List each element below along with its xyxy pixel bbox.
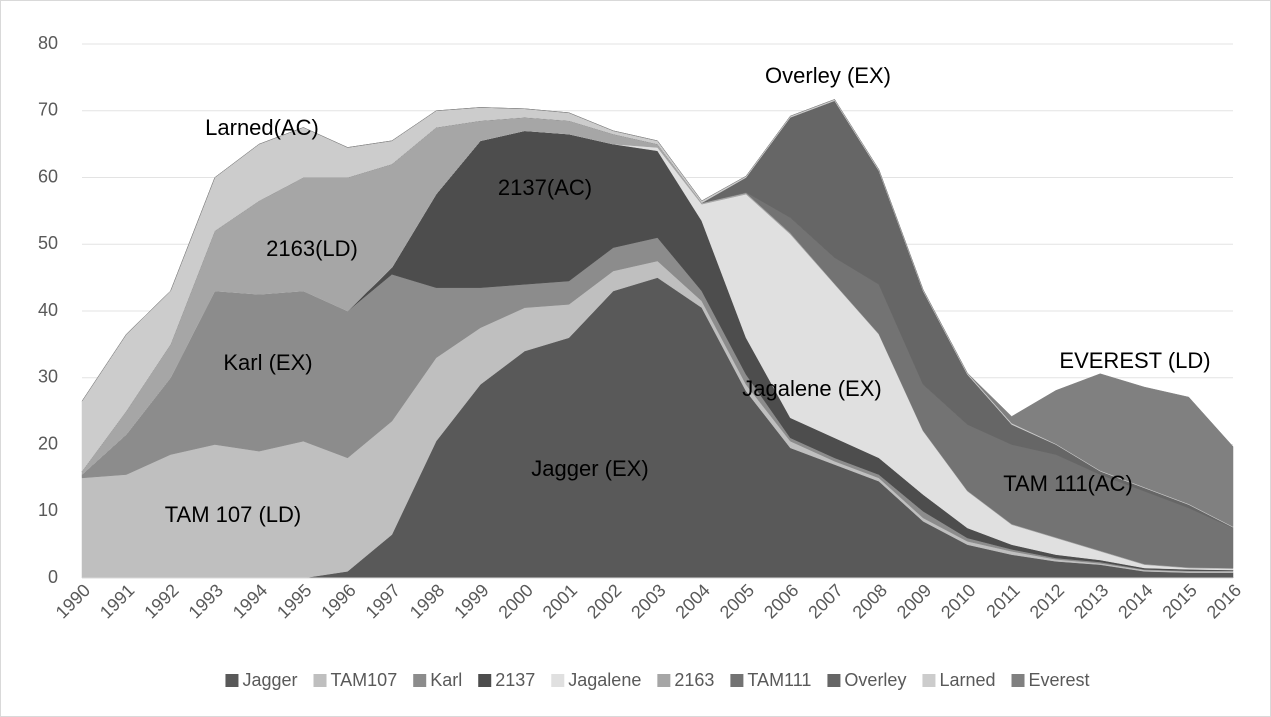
y-tick-label: 20 [38, 433, 58, 453]
legend-swatch [313, 674, 327, 687]
y-tick-label: 70 [38, 100, 58, 120]
annotation: EVEREST (LD) [1059, 348, 1210, 373]
legend-label: TAM111 [747, 670, 811, 690]
legend-swatch [657, 674, 671, 687]
annotation: Jagger (EX) [531, 456, 648, 481]
y-tick-label: 30 [38, 367, 58, 387]
legend: Jagger TAM107 Karl 2137 Jagalene 2163 TAM111 Ov… [225, 670, 1090, 690]
annotation: Larned(AC) [205, 115, 319, 140]
legend-label: Jagalene [568, 670, 641, 690]
y-tick-label: 0 [48, 567, 58, 587]
annotation: 2163(LD) [266, 236, 358, 261]
legend-swatch [730, 674, 744, 687]
annotation: Overley (EX) [765, 63, 891, 88]
legend-swatch [413, 674, 427, 687]
legend-label: Everest [1029, 670, 1090, 690]
legend-swatch [827, 674, 841, 687]
y-tick-label: 60 [38, 166, 58, 186]
legend-swatch [551, 674, 565, 687]
legend-label: 2137 [495, 670, 535, 690]
legend-label: Karl [430, 670, 462, 690]
legend-label: 2163 [674, 670, 714, 690]
areas [81, 99, 1234, 579]
legend-label: Jagger [242, 670, 297, 690]
legend-label: Larned [939, 670, 995, 690]
legend-swatch [225, 674, 239, 687]
area [81, 99, 1234, 528]
annotation: TAM 111(AC) [1003, 471, 1133, 496]
legend-swatch [1011, 674, 1025, 687]
y-tick-label: 80 [38, 33, 58, 53]
annotation: TAM 107 (LD) [165, 502, 302, 527]
legend-swatch [478, 674, 492, 687]
annotation: Jagalene (EX) [742, 376, 881, 401]
labels: Larned(AC) 2137(AC) Overley (EX) 2163(LD… [165, 63, 1211, 527]
annotation: Karl (EX) [223, 350, 312, 375]
y-tick-label: 50 [38, 233, 58, 253]
legend-swatch [922, 674, 936, 687]
annotation: 2137(AC) [498, 175, 592, 200]
y-tick-label: 10 [38, 500, 58, 520]
legend-label: Overley [844, 670, 906, 690]
legend-label: TAM107 [331, 670, 398, 690]
y-tick-label: 40 [38, 300, 58, 320]
